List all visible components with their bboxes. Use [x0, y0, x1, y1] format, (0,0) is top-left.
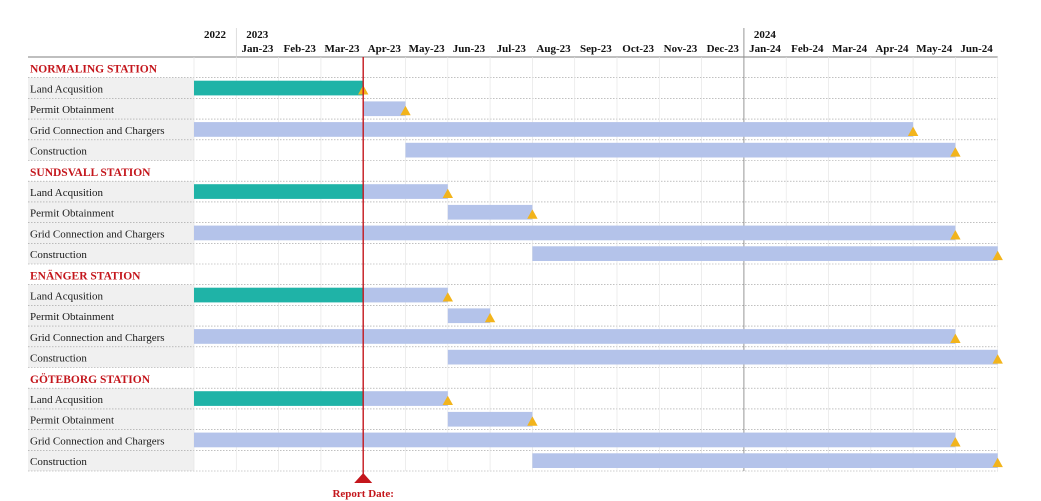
year-label: 2022: [204, 29, 227, 41]
task-label-cell: [28, 388, 194, 409]
report-date-arrow: [354, 473, 373, 483]
planned-bar: [532, 246, 998, 261]
month-label: Jan-24: [749, 43, 781, 55]
month-label: May-24: [916, 43, 953, 55]
task-label-cell: [28, 181, 194, 202]
task-label-cell: [28, 346, 194, 368]
planned-bar: [363, 391, 448, 406]
completed-bar: [194, 391, 364, 406]
month-label: Sep-23: [580, 43, 612, 55]
task-label: Permit Obtainment: [30, 311, 114, 323]
task-label-cell: [28, 77, 194, 99]
month-label: Oct-23: [622, 43, 654, 55]
task-label-cell: [28, 408, 194, 430]
year-label: 2023: [246, 29, 268, 41]
task-label: Land Acqusition: [30, 83, 104, 95]
milestone-marker: [950, 333, 961, 343]
task-label-cell: [28, 450, 194, 471]
task-label: Construction: [30, 353, 87, 365]
planned-bar: [194, 225, 956, 241]
task-label-cell: [28, 284, 194, 306]
planned-bar: [194, 122, 914, 137]
milestone-marker: [992, 354, 1003, 364]
planned-bar: [447, 411, 533, 427]
chart-labels: NORMALING STATION Land Acqusition Permit O…: [30, 64, 165, 468]
planned-bar: [363, 287, 448, 303]
month-label: Mar-23: [325, 43, 361, 55]
month-label: Aug-23: [536, 43, 571, 55]
milestone-marker: [950, 437, 961, 447]
task-label: Land Acqusition: [30, 187, 104, 199]
task-label: Land Acqusition: [30, 290, 104, 302]
task-label: Permit Obtainment: [30, 104, 114, 116]
task-label: Land Acqusition: [30, 394, 104, 406]
report-date-marker: Report Date:March 31, 2023: [332, 57, 394, 500]
task-label: Construction: [30, 249, 87, 261]
milestone-marker: [442, 188, 453, 199]
planned-bar: [363, 101, 406, 117]
planned-bar: [405, 142, 956, 158]
milestone-marker: [950, 147, 961, 157]
task-label: Grid Connection and Chargers: [30, 125, 165, 137]
task-label-cell: [28, 305, 194, 327]
task-label-cell: [28, 98, 194, 120]
month-label: Feb-23: [284, 43, 317, 55]
milestone-marker: [950, 230, 961, 240]
task-label: Permit Obtainment: [30, 415, 114, 427]
task-label-cell: [28, 201, 194, 223]
task-label: Grid Connection and Chargers: [30, 435, 165, 447]
completed-bar: [194, 80, 364, 96]
task-label-cell: [28, 119, 194, 140]
planned-bar: [363, 184, 448, 199]
milestone-marker: [992, 250, 1003, 261]
month-label: Mar-24: [832, 43, 868, 55]
section-title: NORMALING STATION: [30, 64, 158, 76]
month-label: Apr-23: [368, 43, 402, 55]
month-label: Dec-23: [707, 43, 740, 55]
milestone-marker: [527, 209, 538, 219]
milestone-marker: [442, 292, 453, 302]
month-label: Jul-23: [497, 43, 527, 55]
task-label: Construction: [30, 456, 87, 468]
section-title: GÖTEBORG STATION: [30, 372, 151, 386]
planned-bar: [194, 432, 956, 448]
month-label: Jun-23: [453, 43, 486, 55]
section-title: ENÄNGER STATION: [30, 269, 141, 283]
task-label-cell: [28, 243, 194, 264]
section-title: SUNDSVALL STATION: [30, 167, 151, 179]
milestone-marker: [992, 457, 1003, 468]
milestone-marker: [484, 312, 496, 323]
milestone-marker: [400, 105, 411, 116]
report-date-label: Report Date:: [332, 488, 393, 500]
year-label: 2024: [754, 29, 777, 41]
milestone-marker: [907, 126, 919, 136]
milestone-marker: [442, 395, 453, 406]
task-label-cell: [28, 326, 194, 347]
month-label: Nov-23: [664, 43, 698, 55]
month-label: Feb-24: [791, 43, 824, 55]
chart-background: [28, 77, 194, 471]
task-label: Permit Obtainment: [30, 208, 114, 220]
completed-bar: [194, 184, 364, 199]
planned-bar: [194, 329, 956, 344]
month-label: Jun-24: [960, 43, 993, 55]
planned-bar: [532, 453, 998, 468]
task-label: Grid Connection and Chargers: [30, 332, 165, 344]
planned-bar: [447, 349, 998, 365]
milestone-marker: [527, 416, 538, 426]
task-label-cell: [28, 222, 194, 244]
chart-header: 2022 2023 2024 Jan-23 Feb-23 Mar-23 Apr-23 May-…: [204, 29, 993, 55]
month-label: Jan-23: [242, 43, 274, 55]
planned-bar: [447, 308, 491, 324]
month-label: Apr-24: [875, 43, 909, 55]
completed-bar: [194, 287, 364, 303]
task-label: Grid Connection and Chargers: [30, 228, 165, 240]
planned-bar: [447, 204, 533, 220]
task-label: Construction: [30, 146, 87, 158]
task-label-cell: [28, 429, 194, 451]
task-label-cell: [28, 139, 194, 161]
month-label: May-23: [409, 43, 446, 55]
chart-bars: [194, 80, 1003, 468]
